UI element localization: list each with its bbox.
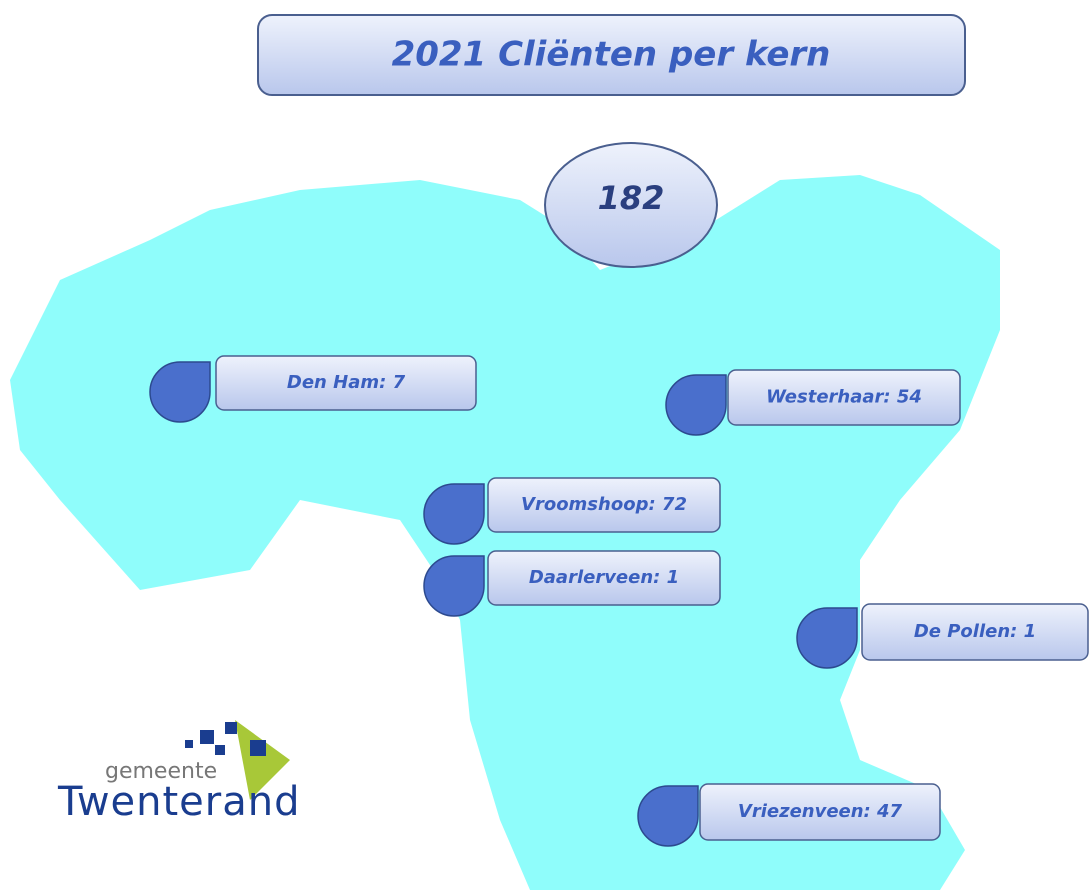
logo-square xyxy=(215,745,225,755)
label-box xyxy=(727,369,961,426)
label-box xyxy=(487,550,721,606)
logo-square xyxy=(185,740,193,748)
place-label: Vriezenveen: 47 xyxy=(738,801,903,822)
place-label: De Pollen: 1 xyxy=(914,621,1036,642)
places: Den Ham: 7 Westerhaar: 54 Vroomshoop: 72 Da… xyxy=(149,355,1089,847)
place-label: Westerhaar: 54 xyxy=(766,387,922,408)
logo-square xyxy=(200,730,214,744)
pin xyxy=(637,785,699,847)
title-box xyxy=(257,14,966,96)
logo-name: Twenterand xyxy=(57,779,300,825)
logo-square xyxy=(225,722,237,734)
pin xyxy=(665,374,727,436)
logo-square xyxy=(250,740,266,756)
total-ellipse xyxy=(544,142,718,268)
place-label: Den Ham: 7 xyxy=(287,372,406,393)
logo-small: gemeente xyxy=(105,759,217,784)
label-box xyxy=(699,783,941,841)
place-label: Vroomshoop: 72 xyxy=(521,494,687,515)
logo-triangle xyxy=(235,720,290,800)
pin xyxy=(149,361,211,423)
pin xyxy=(423,555,485,617)
pin xyxy=(423,483,485,545)
pin xyxy=(796,607,858,669)
place-label: Daarlerveen: 1 xyxy=(529,567,679,588)
title: 2021 Cliënten per kern xyxy=(392,35,831,75)
label-box xyxy=(215,355,477,411)
label-box xyxy=(861,603,1089,661)
label-box xyxy=(487,477,721,533)
total: 182 xyxy=(598,179,665,217)
logo: gemeente Twenterand xyxy=(57,720,300,825)
